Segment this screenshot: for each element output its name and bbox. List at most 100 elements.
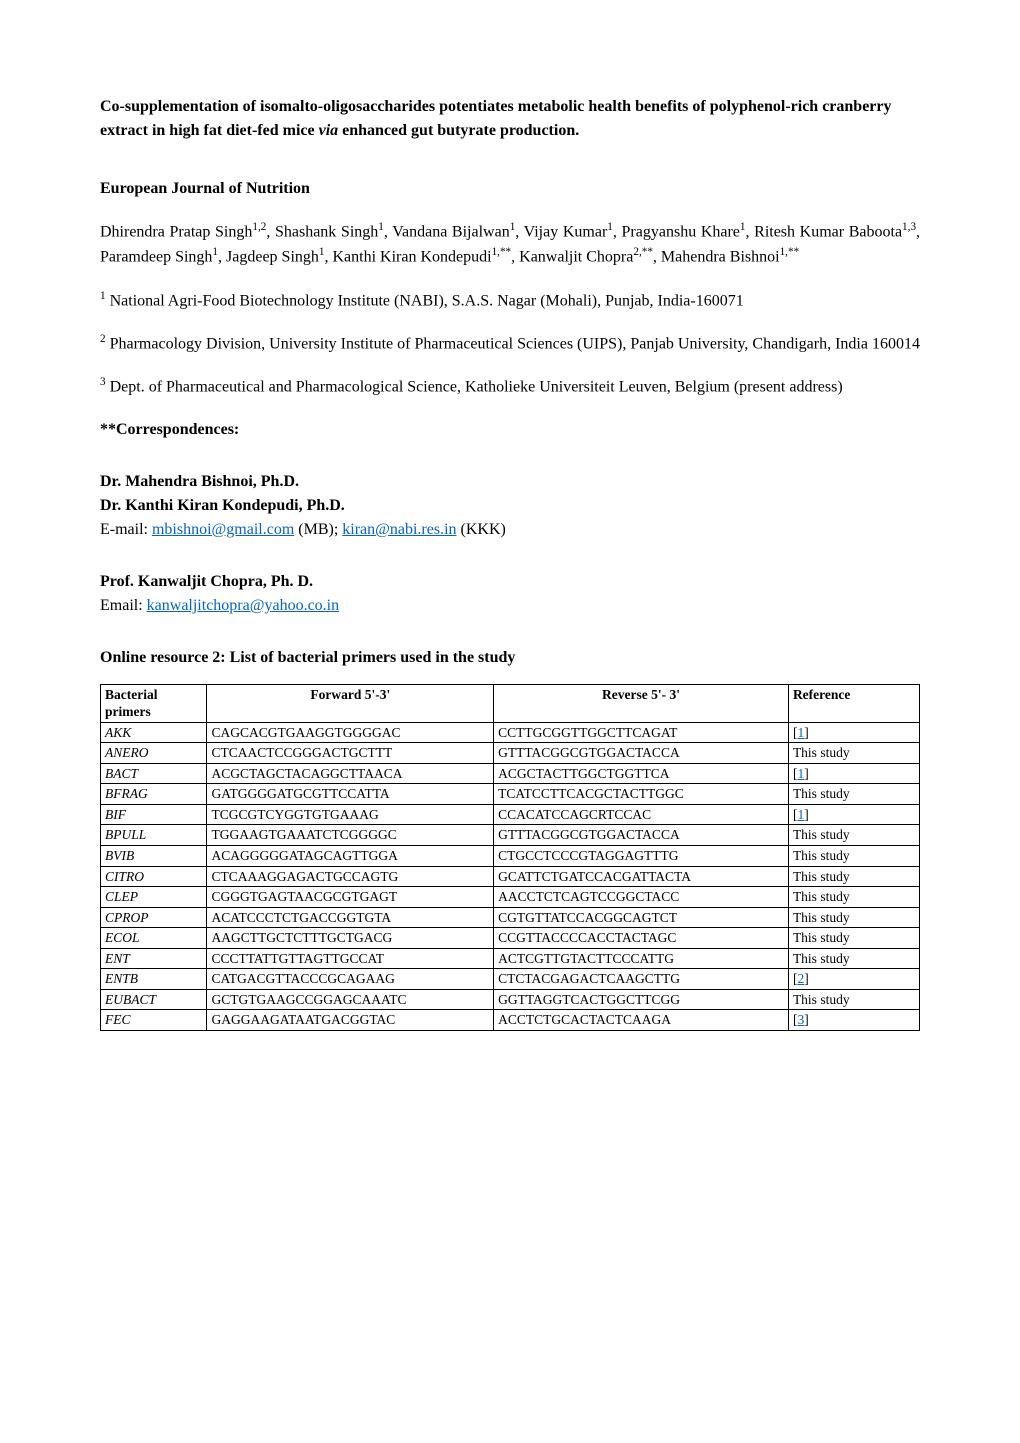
reference-cell: [2] xyxy=(788,969,919,990)
author-sup: 1 xyxy=(740,221,746,233)
author-name: Mahendra Bishnoi xyxy=(661,249,780,266)
correspondence-name: Dr. Kanthi Kiran Kondepudi, Ph.D. xyxy=(100,494,920,518)
email-link[interactable]: kanwaljitchopra@yahoo.co.in xyxy=(147,597,339,614)
affiliation-text: Pharmacology Division, University Instit… xyxy=(106,335,920,352)
reverse-cell: GTTTACGGCGTGGACTACCA xyxy=(494,825,789,846)
reverse-cell: GTTTACGGCGTGGACTACCA xyxy=(494,743,789,764)
correspondence-email-line: E-mail: mbishnoi@gmail.com (MB); kiran@n… xyxy=(100,518,920,542)
forward-cell: CTCAACTCCGGGACTGCTTT xyxy=(207,743,494,764)
resource-title: Online resource 2: List of bacterial pri… xyxy=(100,646,920,670)
reverse-cell: CCGTTACCCCACCTACTAGC xyxy=(494,928,789,949)
author-sup: 1,** xyxy=(492,246,512,258)
primer-name-cell: BACT xyxy=(101,763,207,784)
author-sup: 2,** xyxy=(633,246,653,258)
author-name: Dhirendra Pratap Singh xyxy=(100,223,252,240)
affiliation-text: Dept. of Pharmaceutical and Pharmacologi… xyxy=(106,379,843,396)
reverse-cell: ACGCTACTTGGCTGGTTCA xyxy=(494,763,789,784)
table-header-row: Bacterial primers Forward 5'-3' Reverse … xyxy=(101,684,920,722)
primer-name-cell: BPULL xyxy=(101,825,207,846)
table-row: BVIBACAGGGGGATAGCAGTTGGACTGCCTCCCGTAGGAG… xyxy=(101,846,920,867)
table-row: ANEROCTCAACTCCGGGACTGCTTTGTTTACGGCGTGGAC… xyxy=(101,743,920,764)
table-row: BFRAGGATGGGGATGCGTTCCATTATCATCCTTCACGCTA… xyxy=(101,784,920,805)
author-name: Shashank Singh xyxy=(275,223,378,240)
correspondence-email-line: Email: kanwaljitchopra@yahoo.co.in xyxy=(100,594,920,618)
email-suffix: (KKK) xyxy=(457,521,506,538)
forward-cell: TCGCGTCYGGTGTGAAAG xyxy=(207,804,494,825)
table-row: CPROPACATCCCTCTGACCGGTGTACGTGTTATCCACGGC… xyxy=(101,907,920,928)
email-suffix: (MB); xyxy=(294,521,342,538)
reference-link[interactable]: 3 xyxy=(797,1012,804,1027)
reference-cell: This study xyxy=(788,784,919,805)
reverse-cell: TCATCCTTCACGCTACTTGGC xyxy=(494,784,789,805)
primer-name-cell: CITRO xyxy=(101,866,207,887)
primer-name-cell: BFRAG xyxy=(101,784,207,805)
table-row: BACTACGCTAGCTACAGGCTTAACAACGCTACTTGGCTGG… xyxy=(101,763,920,784)
reverse-cell: ACCTCTGCACTACTCAAGA xyxy=(494,1010,789,1031)
reference-cell: [1] xyxy=(788,804,919,825)
header-reference: Reference xyxy=(788,684,919,722)
author-name: Kanthi Kiran Kondepudi xyxy=(332,249,491,266)
reference-link[interactable]: 1 xyxy=(797,807,804,822)
reference-cell: [3] xyxy=(788,1010,919,1031)
author-sup: 1 xyxy=(510,221,516,233)
author-sup: 1 xyxy=(319,246,325,258)
reference-cell: This study xyxy=(788,825,919,846)
reference-cell: This study xyxy=(788,907,919,928)
correspondence-name: Prof. Kanwaljit Chopra, Ph. D. xyxy=(100,570,920,594)
author-sup: 1,3 xyxy=(902,221,916,233)
reference-cell: [1] xyxy=(788,722,919,743)
primer-name-cell: EUBACT xyxy=(101,989,207,1010)
author-name: Pragyanshu Khare xyxy=(622,223,740,240)
author-name: Jagdeep Singh xyxy=(226,249,319,266)
email-link[interactable]: kiran@nabi.res.in xyxy=(342,521,456,538)
forward-cell: AAGCTTGCTCTTTGCTGACG xyxy=(207,928,494,949)
correspondence-block: Prof. Kanwaljit Chopra, Ph. D.Email: kan… xyxy=(100,570,920,618)
reference-cell: This study xyxy=(788,743,919,764)
primers-table: Bacterial primers Forward 5'-3' Reverse … xyxy=(100,684,920,1031)
primer-name-cell: FEC xyxy=(101,1010,207,1031)
author-name: Vijay Kumar xyxy=(524,223,608,240)
affiliation-text: National Agri-Food Biotechnology Institu… xyxy=(106,292,744,309)
correspondence-block: Dr. Mahendra Bishnoi, Ph.D.Dr. Kanthi Ki… xyxy=(100,470,920,542)
reverse-cell: GCATTCTGATCCACGATTACTA xyxy=(494,866,789,887)
table-row: ENTCCCTTATTGTTAGTTGCCATACTCGTTGTACTTCCCA… xyxy=(101,948,920,969)
reference-cell: This study xyxy=(788,846,919,867)
correspondence-name: Dr. Mahendra Bishnoi, Ph.D. xyxy=(100,470,920,494)
forward-cell: CCCTTATTGTTAGTTGCCAT xyxy=(207,948,494,969)
reverse-cell: ACTCGTTGTACTTCCCATTG xyxy=(494,948,789,969)
forward-cell: GATGGGGATGCGTTCCATTA xyxy=(207,784,494,805)
email-link[interactable]: mbishnoi@gmail.com xyxy=(152,521,294,538)
email-label: E-mail: xyxy=(100,521,152,538)
primer-name-cell: BVIB xyxy=(101,846,207,867)
author-name: Kanwaljit Chopra xyxy=(519,249,633,266)
affiliation: 1 National Agri-Food Biotechnology Insti… xyxy=(100,288,920,313)
primers-tbody: AKKCAGCACGTGAAGGTGGGGACCCTTGCGGTTGGCTTCA… xyxy=(101,722,920,1030)
forward-cell: ACATCCCTCTGACCGGTGTA xyxy=(207,907,494,928)
reference-link[interactable]: 2 xyxy=(797,971,804,986)
email-label: Email: xyxy=(100,597,147,614)
forward-cell: GAGGAAGATAATGACGGTAC xyxy=(207,1010,494,1031)
reference-cell: This study xyxy=(788,866,919,887)
table-row: FECGAGGAAGATAATGACGGTACACCTCTGCACTACTCAA… xyxy=(101,1010,920,1031)
forward-cell: CGGGTGAGTAACGCGTGAGT xyxy=(207,887,494,908)
header-primer: Bacterial primers xyxy=(101,684,207,722)
reference-cell: This study xyxy=(788,948,919,969)
primer-name-cell: ENTB xyxy=(101,969,207,990)
primer-name-cell: CLEP xyxy=(101,887,207,908)
header-forward: Forward 5'-3' xyxy=(207,684,494,722)
forward-cell: TGGAAGTGAAATCTCGGGGC xyxy=(207,825,494,846)
title-via: via xyxy=(319,122,339,139)
author-sup: 1 xyxy=(212,246,218,258)
table-row: EUBACTGCTGTGAAGCCGGAGCAAATCGGTTAGGTCACTG… xyxy=(101,989,920,1010)
header-reverse: Reverse 5'- 3' xyxy=(494,684,789,722)
reference-link[interactable]: 1 xyxy=(797,725,804,740)
reference-cell: [1] xyxy=(788,763,919,784)
primer-name-cell: ANERO xyxy=(101,743,207,764)
reference-link[interactable]: 1 xyxy=(797,766,804,781)
forward-cell: CTCAAAGGAGACTGCCAGTG xyxy=(207,866,494,887)
primer-name-cell: ENT xyxy=(101,948,207,969)
table-row: ECOLAAGCTTGCTCTTTGCTGACGCCGTTACCCCACCTAC… xyxy=(101,928,920,949)
author-sup: 1,2 xyxy=(252,221,266,233)
author-name: Paramdeep Singh xyxy=(100,249,212,266)
reference-cell: This study xyxy=(788,928,919,949)
